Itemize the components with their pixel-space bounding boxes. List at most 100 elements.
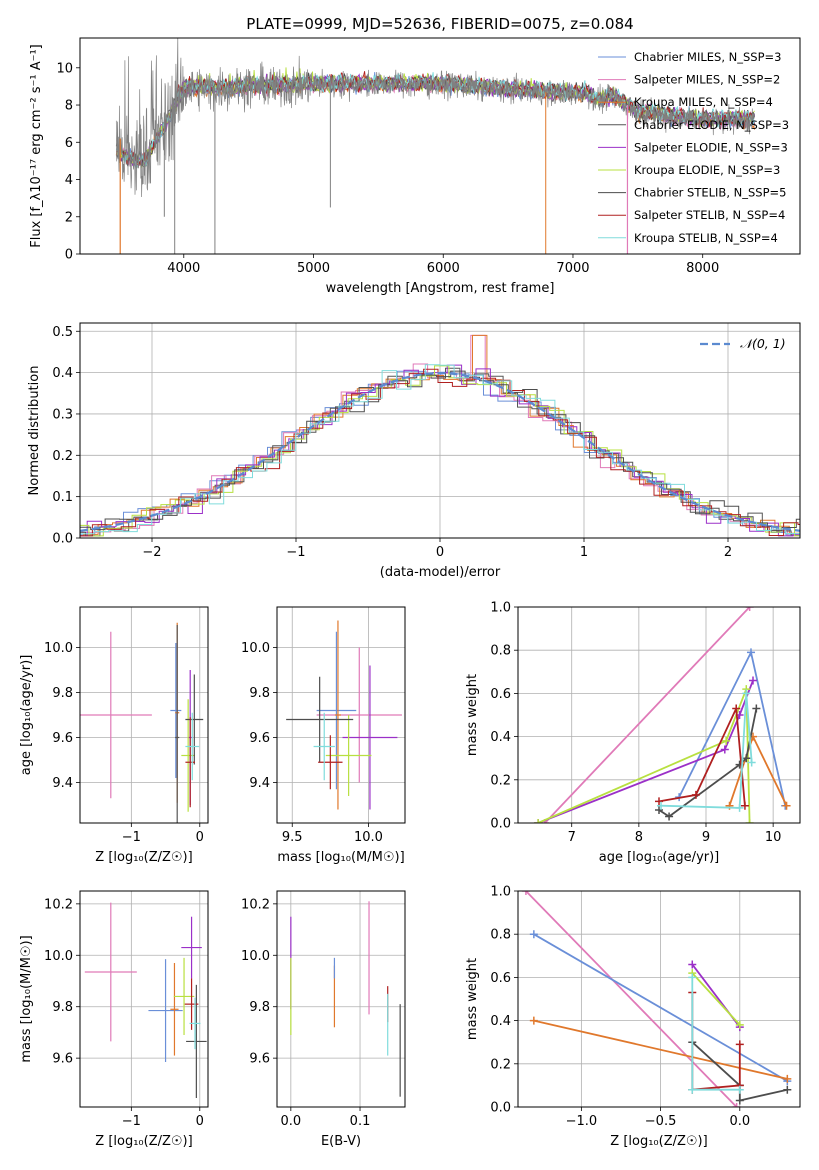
axes-border xyxy=(79,606,209,824)
y-tick-label: 0.6 xyxy=(490,687,511,702)
errorbar-point-chabrier_miles xyxy=(148,959,183,1062)
x-axis-label: (data-model)/error xyxy=(380,565,501,580)
x-tick-label: 1 xyxy=(580,545,588,560)
y-tick-label: 10.2 xyxy=(44,897,73,912)
weight-marker xyxy=(521,891,530,895)
weight-marker xyxy=(655,797,663,806)
errorbar-point-salpeter_stelib xyxy=(318,735,343,790)
figure-title: PLATE=0999, MJD=52636, FIBERID=0075, z=0… xyxy=(246,15,633,33)
legend-label: Chabrier STELIB, N_SSP=5 xyxy=(634,186,786,200)
y-axis-label: age [log₁₀(age/yr)] xyxy=(19,655,34,776)
x-tick-label: 0.0 xyxy=(729,1114,750,1129)
weight-marker xyxy=(529,930,538,939)
x-tick-label: −1 xyxy=(286,545,305,560)
chart-weight_vs_age: 7 8 9 10 0.0 0.2 0.4 0.6 0.8 1.0 age [log₁₀(age/yr… xyxy=(465,601,801,865)
weight-line-salpeter_miles xyxy=(525,891,738,1107)
x-tick-label: −1.0 xyxy=(566,1114,598,1129)
chart-age_vs_mass: 9.5 10.0 9.4 9.6 9.8 10.0 mass [log₁₀(M/M☉)] xyxy=(241,606,406,865)
x-tick-label: 0 xyxy=(196,830,204,845)
x-tick-label: −0.5 xyxy=(645,1114,677,1129)
errorbar-point-kroupa_stelib xyxy=(313,712,335,781)
x-tick-label: 9.5 xyxy=(282,830,303,845)
legend-label: Kroupa STELIB, N_SSP=4 xyxy=(634,231,778,245)
plot-area xyxy=(521,891,792,1107)
weight-marker xyxy=(735,803,744,812)
axes-border xyxy=(517,606,801,824)
x-tick-label: −1 xyxy=(122,830,141,845)
plot-area xyxy=(115,38,756,254)
x-tick-label: 0.1 xyxy=(350,1114,371,1129)
weight-marker xyxy=(691,790,700,799)
y-tick-label: 10.2 xyxy=(241,897,270,912)
errorbar-point-chabrier_stelib xyxy=(286,676,354,763)
plot-area xyxy=(534,607,791,823)
y-tick-label: 9.4 xyxy=(52,776,73,791)
y-tick-label: 0.4 xyxy=(490,730,511,745)
x-tick-label: 10 xyxy=(765,830,782,845)
y-tick-label: 2 xyxy=(65,210,73,225)
x-axis-label: Z [log₁₀(Z/Z☉)] xyxy=(95,850,192,865)
y-tick-label: 0 xyxy=(65,248,73,263)
y-tick-label: 0.3 xyxy=(52,407,73,422)
axes-frame: −1.0 −0.5 0.0 0.0 0.2 0.4 0.6 0.8 1.0 Z [log₁₀(Z/… xyxy=(465,885,801,1149)
y-tick-label: 0.0 xyxy=(490,817,511,832)
plot-area xyxy=(84,902,207,1098)
weight-marker xyxy=(745,819,754,823)
weight-marker xyxy=(529,1016,538,1025)
legend-label: Chabrier MILES, N_SSP=3 xyxy=(634,50,781,64)
x-tick-label: 7 xyxy=(568,830,576,845)
x-tick-label: 10.0 xyxy=(354,830,383,845)
y-tick-label: 9.8 xyxy=(249,1000,270,1015)
residual-hist-salpeter_stelib xyxy=(80,368,800,537)
x-axis-label: E(B-V) xyxy=(321,1134,361,1149)
weight-line-kroupa_stelib xyxy=(660,693,753,809)
axes-border xyxy=(276,606,406,824)
errorbar-point-chabrier_miles xyxy=(170,643,182,778)
x-tick-label: 6000 xyxy=(427,261,460,276)
errorbar-point-kroupa_stelib xyxy=(189,997,201,1050)
errorbar-point-chabrier_stelib xyxy=(186,984,207,1098)
residual-legend: 𝒩(0, 1) xyxy=(700,336,786,351)
weight-line-kroupa_elodie xyxy=(691,972,741,1026)
y-tick-label: 9.6 xyxy=(52,1052,73,1067)
y-tick-label: 0.0 xyxy=(52,532,73,547)
errorbar-point-kroupa_stelib xyxy=(185,712,200,781)
weight-line-kroupa_stelib xyxy=(691,977,740,1091)
x-tick-label: −1 xyxy=(122,1114,141,1129)
y-tick-label: 0.2 xyxy=(52,449,73,464)
errorbar-point-salpeter_stelib xyxy=(185,717,195,808)
weight-marker xyxy=(742,689,751,698)
legend-label: Salpeter MILES, N_SSP=2 xyxy=(634,73,780,87)
y-tick-label: 0.2 xyxy=(490,773,511,788)
x-tick-label: 8 xyxy=(635,830,643,845)
weight-marker xyxy=(735,1040,744,1049)
weight-marker xyxy=(534,819,543,823)
weight-marker xyxy=(747,758,756,767)
y-tick-label: 10.0 xyxy=(241,949,270,964)
x-tick-label: 2 xyxy=(724,545,732,560)
y-tick-label: 10.0 xyxy=(44,641,73,656)
y-axis-label: Normed distribution xyxy=(27,366,42,496)
weight-marker xyxy=(752,704,761,713)
weight-marker xyxy=(688,1085,697,1094)
weight-marker xyxy=(655,806,663,815)
weight-marker xyxy=(732,704,741,713)
legend-label: 𝒩(0, 1) xyxy=(740,336,786,351)
residual-hist-chabrier_stelib xyxy=(80,370,800,532)
y-tick-label: 9.6 xyxy=(249,1052,270,1067)
weight-marker xyxy=(732,1103,741,1107)
residual-hist-kroupa_stelib xyxy=(80,364,800,537)
weight-marker xyxy=(665,812,674,821)
x-tick-label: 7000 xyxy=(556,261,589,276)
weight-line-kroupa_elodie xyxy=(537,688,751,823)
y-tick-label: 9.8 xyxy=(52,686,73,701)
y-tick-label: 0.8 xyxy=(490,644,511,659)
y-tick-label: 0.0 xyxy=(490,1101,511,1116)
plot-area xyxy=(286,620,402,810)
errorbar-point-kroupa_elodie xyxy=(173,957,195,1035)
axes-frame: 0.0 0.1 9.6 9.8 10.0 10.2 E(B-V) xyxy=(241,890,406,1149)
axes-frame: 7 8 9 10 0.0 0.2 0.4 0.6 0.8 1.0 age [log₁₀(age/yr… xyxy=(465,601,801,865)
x-tick-label: 0 xyxy=(196,1114,204,1129)
weight-marker xyxy=(740,801,749,810)
